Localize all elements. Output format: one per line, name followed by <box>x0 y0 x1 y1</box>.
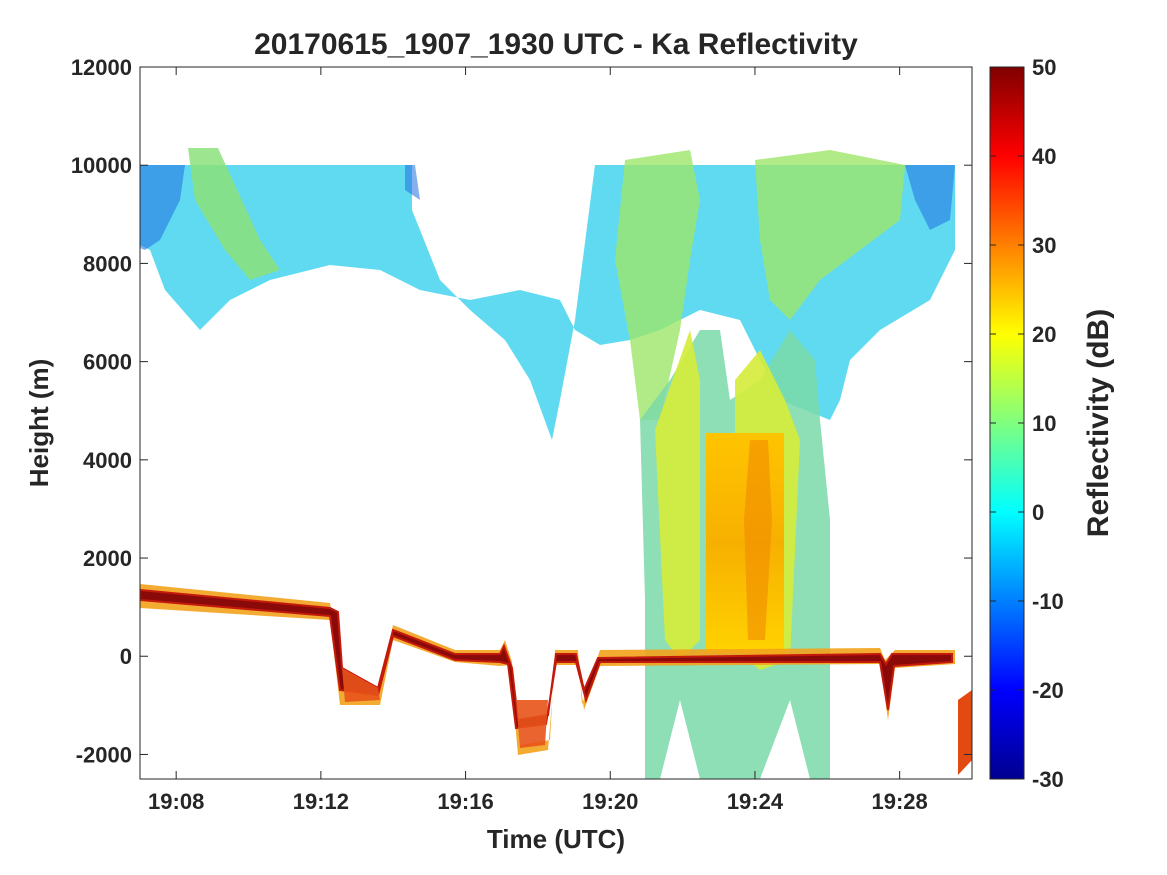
colorbar-ticks: -30 -20 -10 0 10 20 30 40 50 <box>990 55 1064 792</box>
colorbar-tick-label: 40 <box>1032 144 1056 169</box>
cirrus-layer <box>140 165 955 440</box>
y-tick-label: -2000 <box>76 742 132 767</box>
colorbar-tick-label: -20 <box>1032 678 1064 703</box>
cirrus-green-streak <box>188 148 280 280</box>
convective-core-center <box>744 440 772 640</box>
x-tick-label: 19:28 <box>872 789 928 814</box>
y-tick-label: 4000 <box>83 448 132 473</box>
y-tick-label: 12000 <box>71 55 132 80</box>
y-axis: -2000 0 2000 4000 6000 8000 10000 12000 <box>71 55 972 767</box>
edge-echo <box>958 690 972 775</box>
x-tick-label: 19:20 <box>582 789 638 814</box>
x-axis: 19:08 19:12 19:16 19:20 19:24 19:28 <box>148 67 928 814</box>
colorbar-tick-label: 30 <box>1032 233 1056 258</box>
y-tick-label: 10000 <box>71 153 132 178</box>
x-tick-label: 19:16 <box>437 789 493 814</box>
colorbar-label: Reflectivity (dB) <box>1082 309 1115 537</box>
y-tick-label: 2000 <box>83 546 132 571</box>
colorbar-tick-label: -30 <box>1032 767 1064 792</box>
surface-echo-dip-fill <box>342 668 548 748</box>
x-tick-label: 19:12 <box>293 789 349 814</box>
colorbar-tick-label: 10 <box>1032 411 1056 436</box>
chart-title: 20170615_1907_1930 UTC - Ka Reflectivity <box>254 28 858 61</box>
y-axis-label: Height (m) <box>24 359 54 488</box>
y-tick-label: 6000 <box>83 350 132 375</box>
x-tick-label: 19:08 <box>148 789 204 814</box>
cirrus-green-right <box>615 150 905 420</box>
y-tick-label: 0 <box>120 644 132 669</box>
colorbar-tick-label: -10 <box>1032 589 1064 614</box>
reflectivity-field <box>140 148 972 779</box>
x-tick-label: 19:24 <box>727 789 784 814</box>
colorbar-tick-label: 20 <box>1032 322 1056 347</box>
surface-echo-core <box>140 588 953 730</box>
colorbar-tick-label: 0 <box>1032 500 1044 525</box>
colorbar-tick-label: 50 <box>1032 55 1056 80</box>
y-tick-label: 8000 <box>83 251 132 276</box>
plot-frame <box>139 66 973 780</box>
x-axis-label: Time (UTC) <box>487 824 625 854</box>
